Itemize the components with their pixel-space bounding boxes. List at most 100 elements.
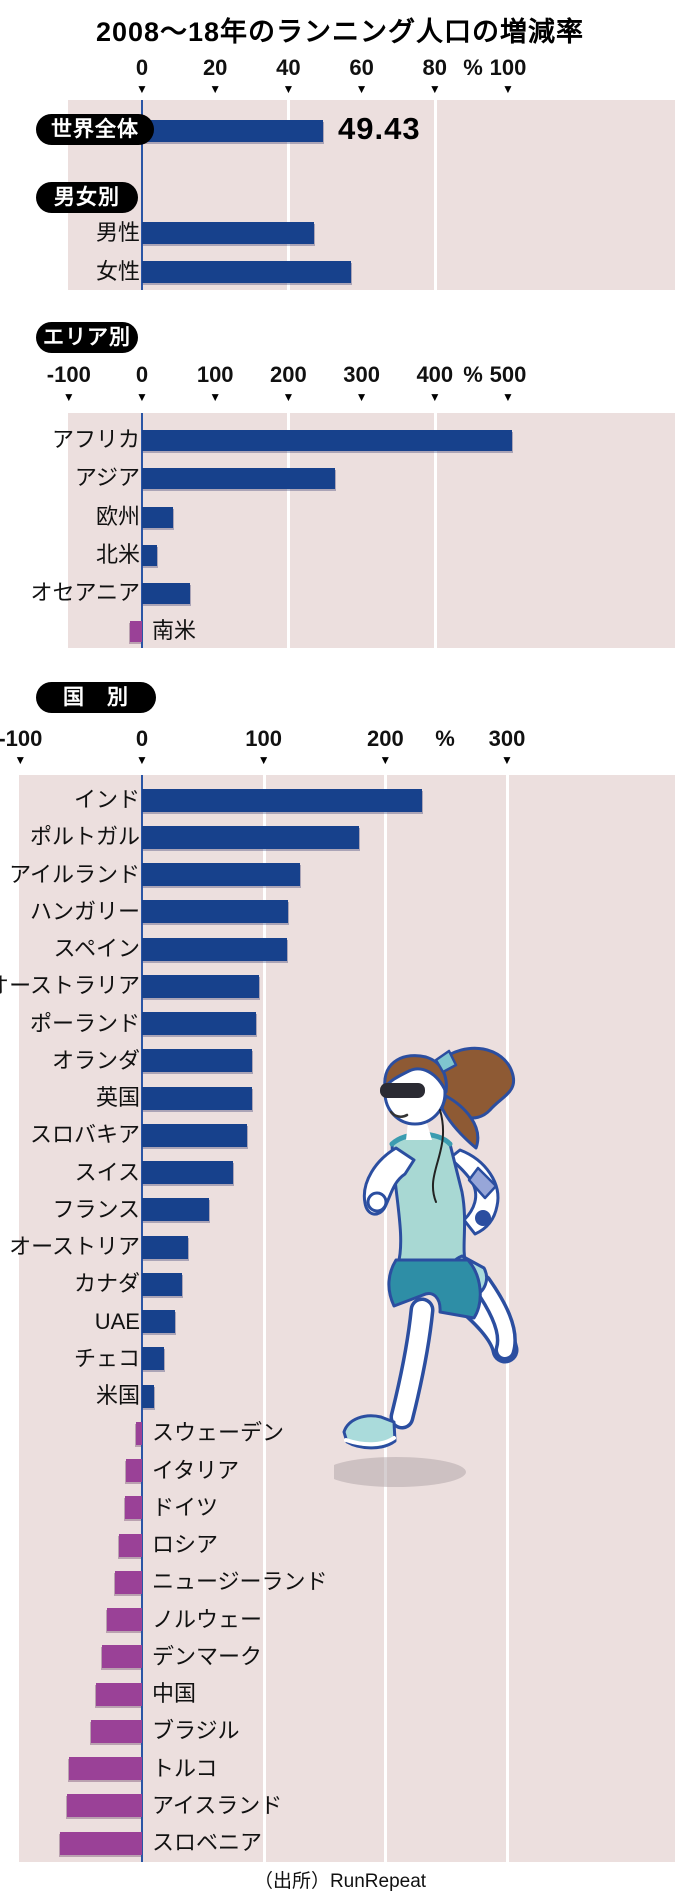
bar-label: ノルウェー xyxy=(152,1606,263,1632)
bar-positive xyxy=(142,974,259,998)
runner-hair-tie xyxy=(434,1049,458,1074)
bar-negative xyxy=(106,1608,142,1631)
bar-label: ハンガリー xyxy=(29,898,140,924)
bar-label: ポルトガル xyxy=(29,824,140,850)
axis-tick-marker: ▼ xyxy=(355,82,368,96)
bar-positive xyxy=(142,1012,257,1035)
badge-by-country: 国 別 xyxy=(36,682,156,713)
bar-negative xyxy=(95,1682,142,1706)
axis-tick-label: 200 xyxy=(366,726,404,751)
runner-illustration xyxy=(334,1046,519,1487)
axis-tick-marker: ▼ xyxy=(282,82,295,96)
bar-positive xyxy=(142,506,173,528)
runner-watch xyxy=(475,1210,491,1226)
bar-label: オランダ xyxy=(51,1047,140,1073)
bar-negative xyxy=(90,1719,142,1743)
axis-tick-label: 40 xyxy=(276,55,301,80)
bar-label: 欧州 xyxy=(95,504,140,529)
bar-positive xyxy=(142,222,315,244)
bar-label: 中国 xyxy=(152,1681,197,1706)
axis-tick-marker: ▼ xyxy=(62,390,75,404)
bar-label: アフリカ xyxy=(51,427,140,452)
runner-earphone-cord xyxy=(431,1109,445,1203)
bar-positive xyxy=(142,467,335,489)
bar-label: UAE xyxy=(94,1308,140,1334)
world-total-value: 49.43 xyxy=(338,111,421,146)
bar-negative xyxy=(68,1757,142,1780)
bar-positive xyxy=(142,825,359,849)
bar-label: 南米 xyxy=(152,618,197,643)
bar-positive xyxy=(142,788,422,812)
bar-positive xyxy=(142,120,323,142)
bar-label: 男性 xyxy=(95,220,140,245)
axis-tick-marker: ▼ xyxy=(136,390,148,404)
axis-tick-marker: ▼ xyxy=(209,390,222,404)
axis-tick-label: 300 xyxy=(488,726,526,751)
runner-shorts xyxy=(387,1258,482,1320)
bar-label: ポーランド xyxy=(29,1010,140,1036)
axis-tick-label: 60 xyxy=(349,55,374,80)
bar-label: オーストラリア xyxy=(0,973,140,999)
badge-world-total: 世界全体 xyxy=(36,114,154,145)
bar-negative xyxy=(115,1570,142,1594)
gridline xyxy=(287,413,291,648)
badge-by-gender: 男女別 xyxy=(36,182,138,213)
bar-label: ドイツ xyxy=(152,1494,219,1520)
axis-tick-label: 100 xyxy=(196,362,234,387)
bar-positive xyxy=(142,429,512,451)
axis-tick-marker: ▼ xyxy=(502,390,514,404)
bar-negative xyxy=(118,1533,142,1557)
axis-tick-marker: ▼ xyxy=(502,82,514,96)
bar-label: イタリア xyxy=(152,1457,240,1483)
bar-negative xyxy=(124,1496,142,1520)
bar-label: 女性 xyxy=(95,259,140,284)
axis-tick-marker: ▼ xyxy=(355,390,368,404)
bar-negative xyxy=(126,1459,142,1482)
axis-tick-label: 20 xyxy=(202,55,228,80)
bar-label: 米国 xyxy=(95,1383,140,1408)
gridline xyxy=(433,413,437,648)
runner-sunglasses xyxy=(380,1083,425,1098)
runner-smile xyxy=(389,1110,409,1118)
bar-negative xyxy=(130,620,142,642)
axis-tick-label: 0 xyxy=(135,55,149,80)
bar-label: オセアニア xyxy=(30,580,140,605)
plot-area xyxy=(19,775,675,1862)
zero-axis-line xyxy=(141,100,143,290)
bar-positive xyxy=(142,1235,189,1259)
plot-area xyxy=(68,413,675,648)
bar-label: スイス xyxy=(74,1159,140,1185)
zero-axis-line xyxy=(141,413,143,648)
axis-tick-marker: ▼ xyxy=(14,753,27,767)
bar-label: トルコ xyxy=(152,1755,218,1781)
axis-tick-marker: ▼ xyxy=(379,753,392,767)
bar-negative xyxy=(101,1645,142,1669)
bar-label: アイルランド xyxy=(9,861,140,887)
axis-tick-marker: ▼ xyxy=(428,390,441,404)
axis-tick-label: 0 xyxy=(135,726,149,751)
bar-positive xyxy=(142,1272,183,1296)
bar-negative xyxy=(135,1421,142,1445)
bar-positive xyxy=(142,863,301,886)
axis-tick-marker: ▼ xyxy=(501,753,513,767)
axis-tick-marker: ▼ xyxy=(136,82,148,96)
bar-positive xyxy=(142,582,190,604)
axis-unit-label: % xyxy=(463,55,483,80)
axis-unit-label: % xyxy=(435,726,455,751)
bar-label: 北米 xyxy=(95,542,140,567)
axis-tick-label: -100 xyxy=(0,726,43,751)
axis-unit-label: % xyxy=(463,362,483,387)
runner-hair xyxy=(383,1054,448,1094)
runner-armband xyxy=(467,1166,498,1200)
axis-tick-label: 80 xyxy=(422,55,448,80)
bar-label: インド xyxy=(73,787,140,812)
runner-shadow xyxy=(334,1457,466,1487)
bar-label: オーストリア xyxy=(9,1234,140,1259)
gridline xyxy=(262,775,266,1862)
bar-label: アイスランド xyxy=(152,1792,283,1818)
axis-tick-marker: ▼ xyxy=(428,82,441,96)
axis-tick-marker: ▼ xyxy=(209,82,222,96)
axis-tick-marker: ▼ xyxy=(282,390,295,404)
axis-tick-label: 200 xyxy=(270,362,307,387)
